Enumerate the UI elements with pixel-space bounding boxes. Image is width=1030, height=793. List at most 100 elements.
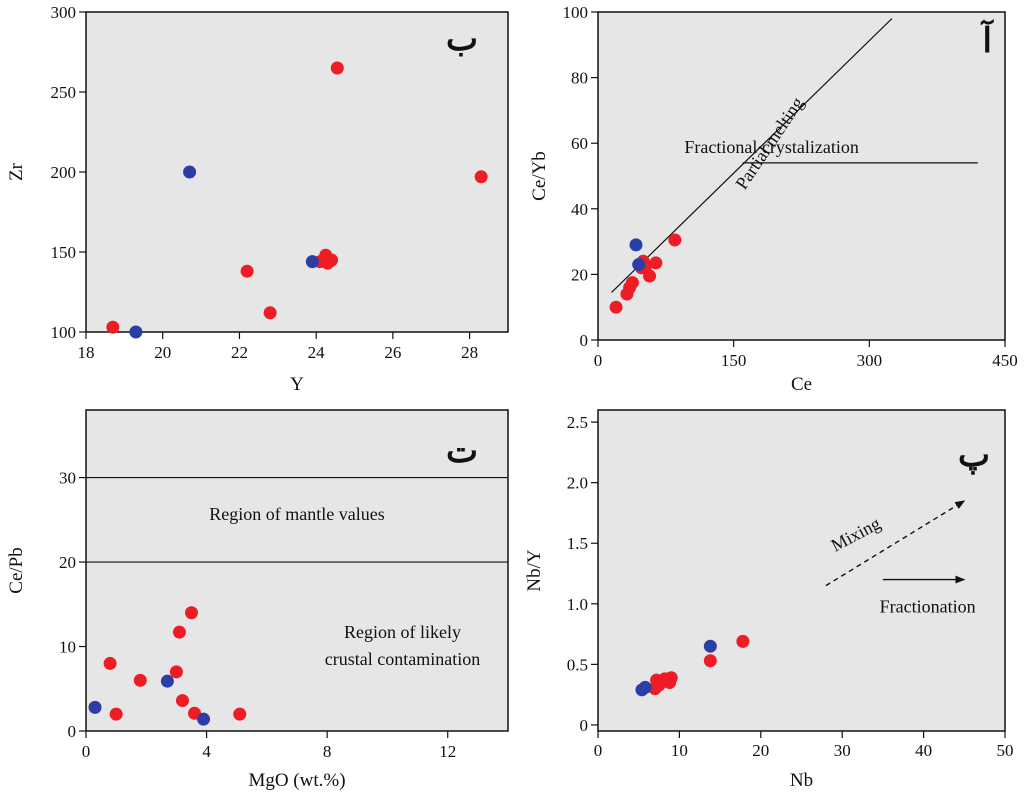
panel-letter: ب bbox=[446, 21, 478, 58]
x-tick-label: 20 bbox=[752, 741, 769, 760]
y-axis-title: Ce/Yb bbox=[529, 151, 550, 201]
panel-letter: ت bbox=[446, 433, 478, 470]
blue-data-point bbox=[197, 712, 211, 726]
x-tick-label: 40 bbox=[915, 741, 932, 760]
y-axis-title: Ce/Pb bbox=[6, 547, 27, 593]
y-tick-label: 0 bbox=[580, 331, 589, 350]
y-tick-label: 40 bbox=[571, 200, 588, 219]
red-data-point bbox=[474, 170, 488, 184]
x-tick-label: 4 bbox=[202, 742, 211, 761]
red-data-point bbox=[643, 269, 657, 283]
annotation-label: Region of likely bbox=[344, 622, 461, 642]
panel-letter: پ bbox=[958, 437, 990, 475]
x-tick-label: 450 bbox=[992, 351, 1018, 370]
red-data-point bbox=[609, 300, 623, 314]
y-tick-label: 30 bbox=[59, 469, 76, 488]
red-data-point bbox=[106, 320, 120, 334]
red-data-point bbox=[664, 671, 678, 685]
y-tick-label: 100 bbox=[563, 3, 589, 22]
panel-ce-pb-vs-mgo: 0 4 8 12 0 10 20 30 MgO (wt.%) Ce/Pb ت Region of ma… bbox=[6, 409, 509, 791]
y-tick-label: 250 bbox=[51, 83, 77, 102]
red-data-point bbox=[668, 233, 682, 247]
reference-line bbox=[611, 18, 893, 293]
y-tick-label: 2.5 bbox=[567, 413, 588, 432]
x-tick-label: 12 bbox=[439, 742, 456, 761]
annotation-label: Fractional crystalization bbox=[684, 137, 858, 157]
red-data-point bbox=[625, 276, 639, 290]
y-tick-label: 1.5 bbox=[567, 534, 588, 553]
blue-data-point bbox=[305, 255, 319, 269]
red-data-point bbox=[325, 253, 339, 267]
x-tick-label: 0 bbox=[82, 742, 91, 761]
red-data-point bbox=[185, 606, 198, 620]
red-data-point bbox=[172, 625, 186, 639]
red-data-point bbox=[233, 707, 247, 721]
red-data-point bbox=[109, 707, 123, 721]
red-data-point bbox=[263, 306, 277, 320]
y-tick-label: 80 bbox=[571, 69, 588, 88]
red-data-point bbox=[169, 665, 183, 679]
blue-data-point bbox=[629, 238, 643, 252]
x-tick-label: 22 bbox=[231, 343, 248, 362]
red-data-point bbox=[703, 654, 717, 668]
x-tick-label: 26 bbox=[384, 343, 401, 362]
y-tick-label: 2.0 bbox=[567, 474, 588, 493]
y-tick-label: 0 bbox=[68, 722, 77, 741]
blue-data-point bbox=[638, 680, 652, 694]
blue-data-point bbox=[160, 674, 174, 688]
red-data-point bbox=[330, 61, 344, 75]
y-tick-label: 1.0 bbox=[567, 595, 588, 614]
x-tick-label: 150 bbox=[721, 351, 747, 370]
panel-nb-y-vs-nb: 0 10 20 30 40 5000.51.01.52.02.5NbNb/YپMixing… bbox=[524, 409, 1014, 791]
y-tick-label: 300 bbox=[51, 3, 77, 22]
red-data-point bbox=[133, 673, 147, 687]
red-data-point bbox=[240, 264, 254, 278]
x-tick-label: 0 bbox=[594, 351, 603, 370]
x-axis-title: MgO (wt.%) bbox=[248, 770, 345, 791]
plot-area bbox=[85, 11, 509, 333]
x-tick-label: 28 bbox=[461, 343, 478, 362]
blue-data-point bbox=[703, 639, 717, 653]
y-tick-label: 0.5 bbox=[567, 655, 588, 674]
y-tick-label: 200 bbox=[51, 163, 77, 182]
plot-area bbox=[85, 409, 509, 732]
y-tick-label: 100 bbox=[51, 323, 77, 342]
mixing-arrow bbox=[825, 500, 966, 587]
blue-data-point bbox=[632, 258, 646, 272]
y-tick-label: 20 bbox=[571, 265, 588, 284]
red-data-point bbox=[175, 694, 189, 708]
y-tick-label: 0 bbox=[580, 716, 589, 735]
red-data-point bbox=[103, 656, 117, 670]
annotation-label: Fractionation bbox=[880, 596, 976, 616]
plot-area bbox=[597, 11, 1006, 341]
blue-data-point bbox=[88, 700, 102, 714]
red-data-point bbox=[649, 256, 663, 270]
x-tick-label: 8 bbox=[323, 742, 332, 761]
y-tick-label: 60 bbox=[571, 134, 588, 153]
x-axis-title: Nb bbox=[790, 770, 813, 791]
y-axis-title: Zr bbox=[6, 162, 27, 181]
x-tick-label: 24 bbox=[308, 343, 326, 362]
y-tick-label: 10 bbox=[59, 638, 76, 657]
panel-letter: آ bbox=[981, 19, 995, 60]
y-axis-title: Nb/Y bbox=[524, 549, 545, 592]
panel-zr-vs-y: 18 20 22 24 26 28 100 150 200 250 300 Y Zr ب bbox=[6, 3, 509, 395]
x-axis-title: Y bbox=[290, 374, 304, 395]
x-tick-label: 50 bbox=[997, 741, 1014, 760]
blue-data-point bbox=[183, 165, 197, 179]
x-axis-title: Ce bbox=[791, 374, 812, 395]
y-tick-label: 20 bbox=[59, 553, 76, 572]
x-tick-label: 0 bbox=[594, 741, 603, 760]
x-tick-label: 300 bbox=[857, 351, 883, 370]
x-tick-label: 10 bbox=[671, 741, 688, 760]
blue-data-point bbox=[129, 325, 143, 339]
y-tick-label: 150 bbox=[51, 243, 77, 262]
x-tick-label: 18 bbox=[78, 343, 95, 362]
annotation-label: crustal contamination bbox=[325, 649, 480, 669]
red-data-point bbox=[736, 634, 750, 648]
x-tick-label: 30 bbox=[834, 741, 851, 760]
annotation-label: Region of mantle values bbox=[209, 504, 384, 524]
x-tick-label: 20 bbox=[154, 343, 171, 362]
